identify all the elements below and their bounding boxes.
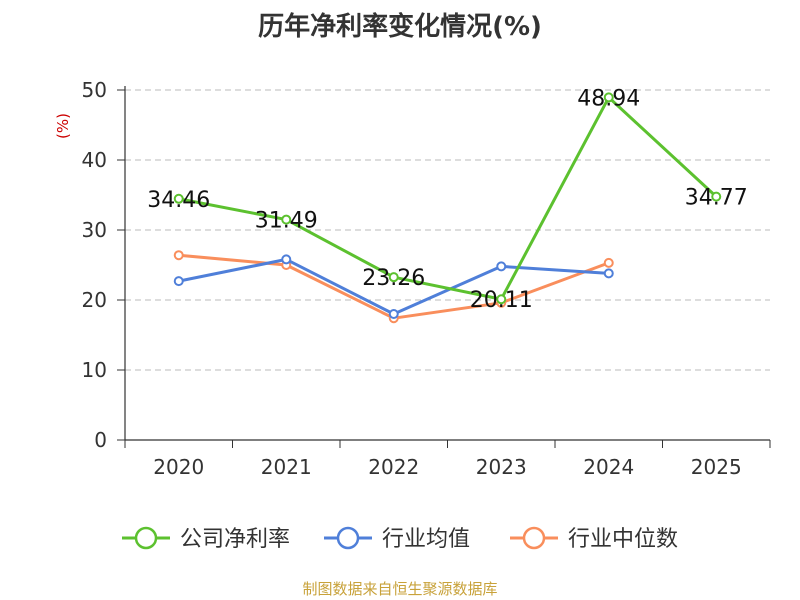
- data-point[interactable]: [603, 268, 614, 279]
- data-point[interactable]: [173, 250, 184, 261]
- data-label: 31.49: [255, 209, 318, 234]
- data-point[interactable]: [388, 272, 399, 283]
- legend-label[interactable]: 行业均值: [382, 527, 470, 552]
- data-point[interactable]: [603, 257, 614, 268]
- data-label: 48.94: [577, 86, 640, 111]
- grid-lines: [125, 89, 770, 371]
- data-point[interactable]: [603, 92, 614, 103]
- x-tick-label: 2024: [583, 455, 634, 479]
- data-point[interactable]: [388, 309, 399, 319]
- data-point[interactable]: [281, 214, 292, 225]
- legend: 公司净利率 行业均值 行业中位数: [122, 526, 678, 552]
- data-label: 20.11: [470, 288, 533, 313]
- data-point[interactable]: [496, 294, 507, 305]
- data-point[interactable]: [173, 193, 184, 204]
- legend-marker: [134, 526, 158, 550]
- y-tick-label: 40: [82, 148, 107, 172]
- data-point[interactable]: [281, 254, 292, 265]
- x-tick-label: 2022: [368, 455, 419, 479]
- x-tick-label: 2020: [153, 455, 204, 479]
- y-tick-label: 0: [94, 428, 107, 452]
- y-tick-label: 20: [82, 288, 107, 312]
- data-source-note: 制图数据来自恒生聚源数据库: [302, 580, 498, 598]
- y-tick-label: 50: [82, 78, 107, 102]
- x-tick-label: 2021: [261, 455, 312, 479]
- legend-marker: [336, 526, 360, 550]
- data-label: 23.26: [362, 266, 425, 291]
- axes: 0 10 20 30 40 50 2020 2021 2022 2023 2024 2025 (%): [54, 78, 771, 479]
- legend-label[interactable]: 行业中位数: [568, 527, 678, 552]
- data-label: 34.77: [685, 186, 748, 211]
- y-tick-label: 30: [82, 218, 107, 242]
- series-line: [178, 95, 718, 301]
- data-point[interactable]: [496, 261, 507, 272]
- series-lines: [173, 92, 722, 324]
- y-axis-label: (%): [54, 113, 72, 139]
- data-point[interactable]: [173, 276, 184, 287]
- x-tick-label: 2025: [691, 455, 742, 479]
- data-point[interactable]: [711, 191, 722, 202]
- y-tick-label: 10: [82, 358, 107, 382]
- x-tick-label: 2023: [476, 455, 527, 479]
- data-label: 34.46: [147, 188, 210, 213]
- legend-label[interactable]: 公司净利率: [180, 527, 290, 552]
- data-labels: 34.46 31.49 23.26 20.11 48.94 34.77: [147, 86, 747, 313]
- chart-title: 历年净利率变化情况(%): [258, 12, 542, 42]
- legend-marker: [522, 526, 546, 550]
